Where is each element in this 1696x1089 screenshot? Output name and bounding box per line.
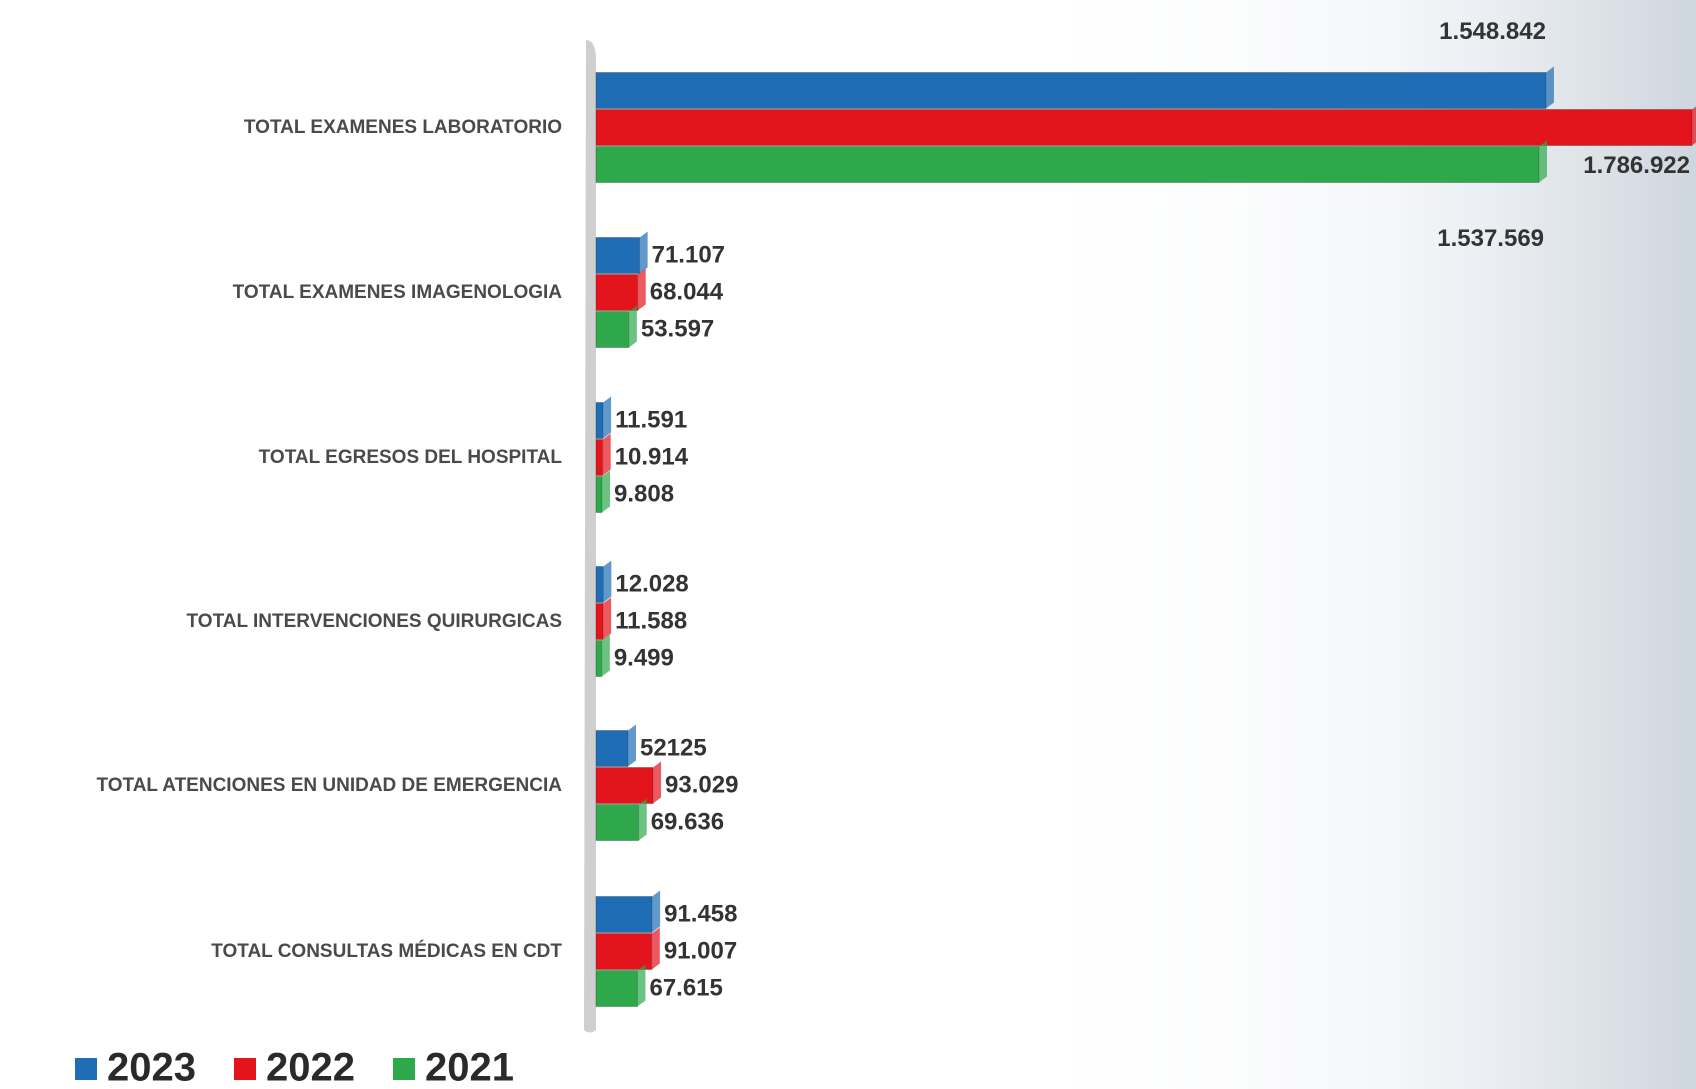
- bar: [596, 110, 1692, 146]
- bar-side: [628, 725, 636, 767]
- value-label: 68.044: [650, 278, 724, 305]
- bar-side: [653, 762, 661, 804]
- bar: [596, 731, 628, 767]
- value-label: 1.548.842: [1439, 18, 1546, 45]
- bar: [596, 275, 638, 311]
- axis-wall: [584, 40, 596, 1033]
- value-label: 91.007: [664, 937, 737, 964]
- bar-side: [602, 635, 610, 677]
- category-label: TOTAL EGRESOS DEL HOSPITAL: [259, 447, 563, 468]
- value-label: 9.499: [614, 644, 674, 671]
- value-label: 53.597: [641, 315, 714, 342]
- bar: [596, 477, 602, 513]
- bar-side: [1539, 141, 1547, 183]
- bar: [596, 934, 652, 970]
- bar: [596, 440, 603, 476]
- value-label: 69.636: [651, 808, 724, 835]
- legend-label: 2021: [425, 1046, 514, 1089]
- value-label: 10.914: [615, 443, 689, 470]
- bar: [596, 805, 639, 841]
- bar-side: [637, 965, 645, 1007]
- category-label: TOTAL EXAMENES IMAGENOLOGIA: [233, 282, 563, 303]
- category-label: TOTAL EXAMENES LABORATORIO: [244, 117, 562, 138]
- value-label: 93.029: [665, 771, 738, 798]
- legend-swatch: [234, 1058, 256, 1080]
- legend-label: 2022: [266, 1046, 355, 1089]
- value-label: 9.808: [614, 480, 674, 507]
- bar-side: [652, 891, 660, 933]
- bar: [596, 73, 1546, 109]
- bar: [596, 897, 652, 933]
- legend-label: 2023: [107, 1046, 196, 1089]
- value-label: 71.107: [652, 241, 725, 268]
- chart: TOTAL EXAMENES LABORATORIO 1.548.842 1.786…: [0, 0, 1696, 1089]
- bar: [596, 312, 629, 348]
- bar-side: [1546, 67, 1554, 109]
- value-label: 11.588: [615, 607, 687, 634]
- bar: [596, 641, 602, 677]
- category-label: TOTAL INTERVENCIONES QUIRURGICAS: [187, 611, 562, 632]
- bar: [596, 238, 640, 274]
- bar-side: [603, 434, 611, 476]
- bar-side: [652, 928, 660, 970]
- bar-side: [639, 799, 647, 841]
- bar-side: [1692, 104, 1696, 146]
- bar: [596, 971, 637, 1007]
- category-label: TOTAL CONSULTAS MÉDICAS EN CDT: [211, 940, 562, 962]
- bar-side: [603, 561, 611, 603]
- bar: [596, 567, 603, 603]
- bar-side: [603, 397, 611, 439]
- bar: [596, 403, 603, 439]
- bar-side: [640, 232, 648, 274]
- value-label: 1.537.569: [1437, 225, 1544, 252]
- value-label: 67.615: [649, 974, 722, 1001]
- bar: [596, 768, 653, 804]
- value-label: 52125: [640, 734, 707, 761]
- category-label: TOTAL ATENCIONES EN UNIDAD DE EMERGENCIA: [96, 775, 562, 796]
- value-label: 12.028: [615, 570, 688, 597]
- bar: [596, 147, 1539, 183]
- value-label: 1.786.922: [1583, 152, 1690, 179]
- value-label: 91.458: [664, 900, 737, 927]
- bar-side: [629, 306, 637, 348]
- bar: [596, 604, 603, 640]
- legend-swatch: [393, 1058, 415, 1080]
- bar-side: [603, 598, 611, 640]
- bar-side: [602, 471, 610, 513]
- value-label: 11.591: [615, 406, 687, 433]
- legend-swatch: [75, 1058, 97, 1080]
- bar-side: [638, 269, 646, 311]
